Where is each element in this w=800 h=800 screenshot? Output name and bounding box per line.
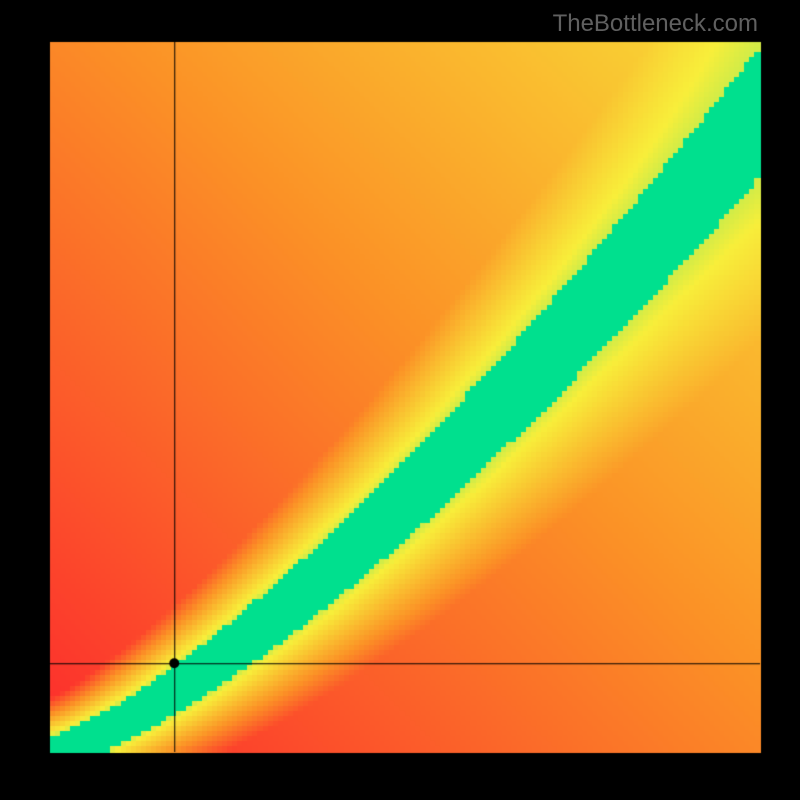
- watermark-text: TheBottleneck.com: [553, 10, 758, 38]
- chart-container: TheBottleneck.com: [0, 0, 800, 800]
- bottleneck-heatmap: [0, 0, 800, 800]
